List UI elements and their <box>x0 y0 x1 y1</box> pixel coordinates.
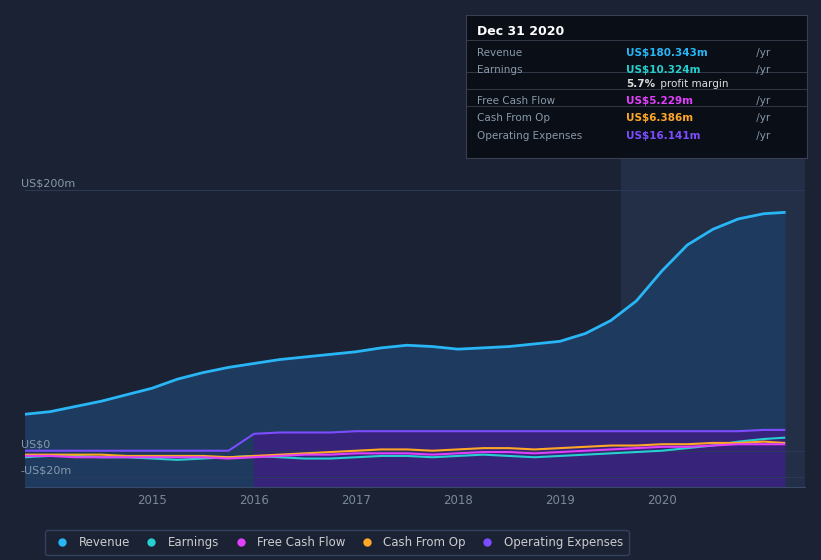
Text: US$16.141m: US$16.141m <box>626 130 701 141</box>
Text: US$5.229m: US$5.229m <box>626 96 694 106</box>
Text: Free Cash Flow: Free Cash Flow <box>476 96 555 106</box>
Legend: Revenue, Earnings, Free Cash Flow, Cash From Op, Operating Expenses: Revenue, Earnings, Free Cash Flow, Cash … <box>44 530 629 555</box>
Text: profit margin: profit margin <box>657 79 728 89</box>
Text: Operating Expenses: Operating Expenses <box>476 130 582 141</box>
Text: /yr: /yr <box>753 114 770 123</box>
Bar <box>621 151 805 487</box>
Text: Cash From Op: Cash From Op <box>476 114 549 123</box>
Text: US$180.343m: US$180.343m <box>626 48 709 58</box>
Text: US$200m: US$200m <box>21 179 75 189</box>
Text: US$6.386m: US$6.386m <box>626 114 694 123</box>
Text: -US$20m: -US$20m <box>21 465 72 475</box>
Text: US$10.324m: US$10.324m <box>626 65 701 74</box>
Text: /yr: /yr <box>753 48 770 58</box>
Text: US$0: US$0 <box>21 439 50 449</box>
Text: /yr: /yr <box>753 130 770 141</box>
Text: /yr: /yr <box>753 96 770 106</box>
Text: Earnings: Earnings <box>476 65 522 74</box>
Text: /yr: /yr <box>753 65 770 74</box>
Text: Revenue: Revenue <box>476 48 521 58</box>
Text: 5.7%: 5.7% <box>626 79 656 89</box>
Text: Dec 31 2020: Dec 31 2020 <box>476 25 564 38</box>
